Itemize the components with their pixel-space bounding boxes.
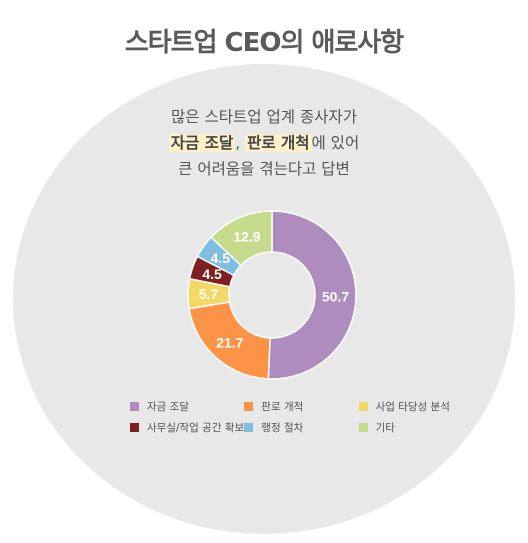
legend-row: 사무실/작업 공간 확보 행정 절차 기타 (130, 417, 450, 438)
slice-data-label: 4.5 (202, 266, 222, 282)
legend-label: 자금 조달 (147, 401, 189, 413)
legend-swatch (358, 423, 368, 432)
legend-swatch (244, 423, 254, 432)
donut-slice (267, 210, 357, 380)
chart-title: 스타트업 CEO의 애로사항 (124, 28, 404, 58)
legend-swatch (130, 402, 139, 411)
legend-label: 사업 타당성 분석 (375, 401, 450, 413)
slice-data-label: 12.9 (233, 229, 260, 245)
legend-swatch (244, 402, 254, 411)
legend-item: 판로 개척 (244, 399, 358, 414)
legend-item: 사무실/작업 공간 확보 (130, 420, 244, 435)
legend-label: 기타 (375, 422, 395, 434)
chart-subtitle: 많은 스타트업 업계 종사자가 자금 조달, 판로 개척 에 있어 큰 어려움을 … (0, 104, 528, 182)
legend-item: 행정 절차 (244, 420, 358, 435)
subtitle-line-2-rest: 에 있어 (311, 134, 360, 152)
legend-row: 자금 조달 판로 개척 사업 타당성 분석 (130, 396, 450, 417)
slice-data-label: 4.5 (211, 250, 231, 266)
legend-swatch (130, 423, 139, 432)
slice-data-label: 5.7 (199, 286, 219, 302)
subtitle-line-1: 많은 스타트업 업계 종사자가 (171, 108, 357, 126)
legend-item: 기타 (358, 420, 450, 435)
donut-slice (210, 210, 273, 267)
subtitle-line-3: 큰 어려움을 겪는다고 답변 (178, 160, 350, 178)
legend-label: 행정 절차 (261, 422, 304, 434)
slice-data-label: 50.7 (322, 288, 349, 304)
subtitle-separator: , (235, 134, 246, 152)
legend-swatch (358, 402, 368, 411)
highlight-funding: 자금 조달 (168, 134, 236, 152)
legend-label: 사무실/작업 공간 확보 (147, 422, 245, 434)
subtitle-line-2: 자금 조달, 판로 개척 에 있어 (0, 130, 528, 156)
legend-item: 자금 조달 (130, 399, 244, 414)
legend-item: 사업 타당성 분석 (358, 399, 450, 414)
legend-label: 판로 개척 (261, 401, 304, 413)
slice-data-label: 21.7 (216, 334, 243, 350)
highlight-sales: 판로 개척 (245, 134, 312, 152)
